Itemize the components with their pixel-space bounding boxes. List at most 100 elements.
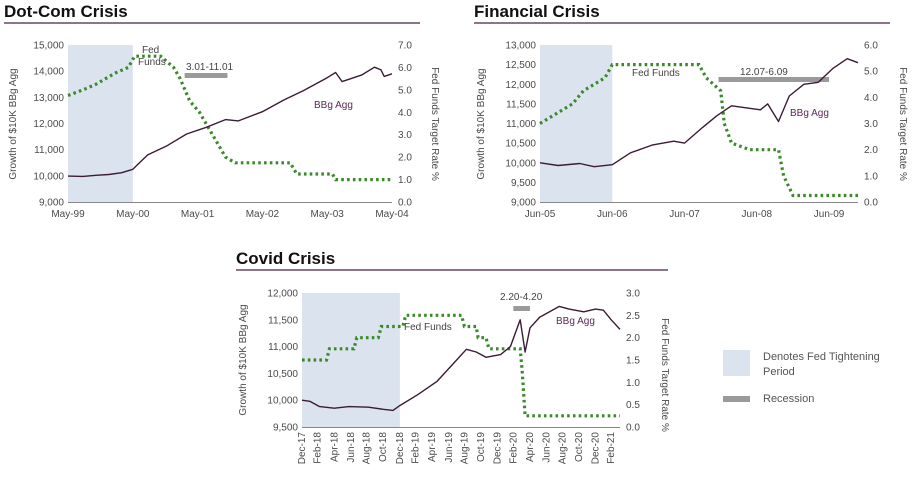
dotcom-y2-tick-1: 1.0 <box>398 175 412 186</box>
financial-y-tick-7: 12,500 <box>505 60 536 71</box>
financial-y2-tick-4: 4.0 <box>864 93 878 104</box>
covid-x-tick-16: Aug-20 <box>557 432 568 465</box>
financial-fedfunds-label: Fed Funds <box>632 68 680 79</box>
dotcom-y-tick-3: 12,000 <box>33 119 64 130</box>
covid-y2-tick-5: 2.5 <box>626 311 640 322</box>
financial-recession-bar <box>718 77 830 82</box>
covid-x-tick-10: Aug-19 <box>459 432 470 465</box>
dotcom-y-tick-2: 11,000 <box>34 145 64 156</box>
financial-y-tick-0: 9,000 <box>511 198 536 209</box>
dotcom-plot: 9,000 10,000 11,000 12,000 13,000 14,000 15,00… <box>33 41 412 221</box>
dotcom-x-tick-1: May-00 <box>116 209 150 220</box>
covid-x-tick-17: Oct-20 <box>574 432 585 462</box>
financial-y2-axis-label: Fed Funds Target Rate % <box>897 67 908 181</box>
covid-y-tick-5: 12,000 <box>267 289 298 300</box>
legend: Denotes Fed Tightening Period Recession <box>723 350 880 405</box>
covid-x-tick-19: Feb-21 <box>606 432 617 464</box>
financial-x-tick-3: Jun-08 <box>742 209 773 220</box>
covid-x-tick-12: Dec-19 <box>493 432 504 465</box>
financial-y2-tick-1: 1.0 <box>864 171 878 182</box>
covid-recession-bar <box>513 306 530 311</box>
covid-y-tick-1: 10,000 <box>267 396 298 407</box>
covid-y-tick-0: 9,500 <box>273 423 298 434</box>
covid-x-tick-0: Dec-17 <box>297 432 308 465</box>
dotcom-y-tick-4: 13,000 <box>33 93 64 104</box>
financial-y-tick-3: 10,500 <box>505 139 536 150</box>
dotcom-bbg-label: BBg Agg <box>314 100 353 111</box>
dotcom-tightening-band <box>68 45 133 202</box>
financial-y2-tick-0: 0.0 <box>864 198 878 209</box>
financial-y2-tick-6: 6.0 <box>864 41 878 52</box>
covid-y2-axis-label: Fed Funds Target Rate % <box>659 318 670 432</box>
covid-plot: 9,500 10,000 10,500 11,000 11,500 12,000 0.0 0.… <box>267 289 640 465</box>
legend-tightening-label-1: Denotes Fed Tightening <box>763 351 880 363</box>
financial-plot: 9,000 9,500 10,000 10,500 11,000 11,500 12,000… <box>505 41 878 221</box>
covid-tightening-band <box>302 293 400 427</box>
dotcom-fedfunds-series <box>67 54 392 182</box>
covid-y2-tick-4: 2.0 <box>626 333 640 344</box>
financial-bbg-agg-series <box>539 58 859 168</box>
dotcom-y2-tick-2: 2.0 <box>398 153 412 164</box>
dotcom-y2-tick-3: 3.0 <box>398 130 412 141</box>
dotcom-y2-tick-4: 4.0 <box>398 108 412 119</box>
covid-y2-tick-1: 0.5 <box>626 400 640 411</box>
covid-y-tick-4: 11,500 <box>268 315 298 326</box>
covid-panel: Covid Crisis 9,500 10,000 10,500 11,000 11,5… <box>236 249 670 464</box>
dotcom-y2-axis-label: Fed Funds Target Rate % <box>429 67 440 181</box>
financial-title: Financial Crisis <box>474 2 600 21</box>
financial-x-tick-1: Jun-06 <box>597 209 628 220</box>
financial-x-tick-2: Jun-07 <box>669 209 700 220</box>
covid-x-tick-5: Oct-18 <box>378 432 389 462</box>
covid-y2-tick-2: 1.0 <box>626 378 640 389</box>
covid-fedfunds-series <box>302 313 620 418</box>
covid-y-tick-3: 11,000 <box>268 342 298 353</box>
covid-fedfunds-label: Fed Funds <box>404 322 452 333</box>
financial-y-axis-label: Growth of $10K BBg Agg <box>476 68 487 179</box>
dotcom-panel: Dot-Com Crisis 9,000 10,000 11,000 12,000 13… <box>4 2 440 220</box>
financial-y-tick-1: 9,500 <box>511 178 536 189</box>
dotcom-x-tick-0: May-99 <box>51 209 85 220</box>
dotcom-bbg-agg-series <box>67 66 393 178</box>
legend-tightening-label-2: Period <box>763 366 795 378</box>
covid-x-tick-14: Apr-20 <box>525 432 536 462</box>
financial-x-tick-0: Jun-05 <box>525 209 556 220</box>
financial-y2-tick-3: 3.0 <box>864 119 878 130</box>
covid-bbg-label: BBg Agg <box>556 316 595 327</box>
dotcom-fedfunds-label-1: Fed <box>142 45 159 56</box>
covid-x-tick-9: Jun-19 <box>444 432 455 463</box>
covid-y2-tick-3: 1.5 <box>626 356 640 367</box>
financial-recession-label: 12.07-6.09 <box>740 67 788 78</box>
dotcom-y-tick-6: 15,000 <box>33 41 64 52</box>
covid-title: Covid Crisis <box>236 249 335 268</box>
dotcom-y-tick-5: 14,000 <box>33 67 64 78</box>
dotcom-x-tick-4: May-03 <box>311 209 345 220</box>
covid-x-tick-3: Jun-18 <box>346 432 357 463</box>
dotcom-x-tick-2: May-01 <box>181 209 215 220</box>
covid-x-tick-15: Jun-20 <box>542 432 553 463</box>
covid-y2-tick-0: 0.0 <box>626 423 640 434</box>
financial-y-tick-2: 10,000 <box>505 158 536 169</box>
covid-x-tick-4: Aug-18 <box>362 432 373 465</box>
dotcom-x-tick-5: May-04 <box>375 209 409 220</box>
legend-recession-swatch <box>723 396 750 402</box>
dotcom-title: Dot-Com Crisis <box>4 2 128 21</box>
covid-x-tick-13: Feb-20 <box>508 432 519 464</box>
dotcom-fedfunds-label-2: Funds <box>138 57 166 68</box>
covid-x-tick-7: Feb-19 <box>411 432 422 464</box>
covid-y-tick-2: 10,500 <box>267 369 298 380</box>
financial-y-tick-6: 12,000 <box>505 80 536 91</box>
dotcom-x-tick-3: May-02 <box>246 209 280 220</box>
dotcom-y-tick-0: 9,000 <box>39 198 64 209</box>
financial-y-tick-4: 11,000 <box>506 119 536 130</box>
financial-y-tick-8: 13,000 <box>505 41 536 52</box>
covid-x-tick-8: Apr-19 <box>427 432 438 462</box>
financial-y2-tick-2: 2.0 <box>864 145 878 156</box>
dotcom-y2-tick-6: 6.0 <box>398 63 412 74</box>
covid-x-tick-11: Oct-19 <box>476 432 487 462</box>
dotcom-y-tick-1: 10,000 <box>33 171 64 182</box>
financial-panel: Financial Crisis 9,000 9,500 10,000 10,500 1… <box>474 2 908 220</box>
financial-y2-tick-5: 5.0 <box>864 67 878 78</box>
dotcom-y-axis-label: Growth of $10K BBg Agg <box>8 68 19 179</box>
dotcom-y2-tick-0: 0.0 <box>398 198 412 209</box>
